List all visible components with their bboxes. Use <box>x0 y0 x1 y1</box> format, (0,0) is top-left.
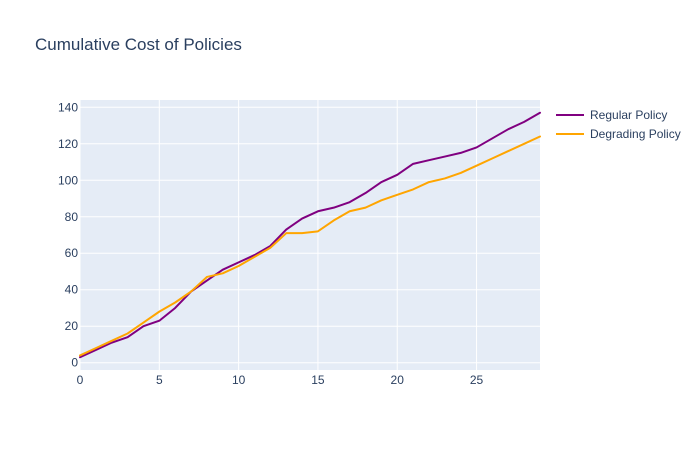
series-lines <box>79 111 541 359</box>
y-tick-label: 0 <box>71 356 78 370</box>
y-tick-label: 40 <box>65 283 79 297</box>
legend[interactable]: Regular Policy Degrading Policy <box>556 108 681 141</box>
grid-lines <box>79 100 540 370</box>
x-tick-label: 15 <box>311 373 325 387</box>
series-line-regular-policy <box>79 111 541 359</box>
y-tick-label: 100 <box>58 173 78 187</box>
y-axis-ticks: 0 20 40 60 80 100 120 140 <box>58 100 78 369</box>
x-tick-label: 20 <box>391 373 405 387</box>
x-tick-label: 0 <box>77 373 84 387</box>
x-tick-label: 10 <box>232 373 246 387</box>
series-line-degrading-policy <box>79 135 541 357</box>
y-tick-label: 140 <box>58 100 78 114</box>
chart-title: Cumulative Cost of Policies <box>35 35 242 54</box>
y-tick-label: 80 <box>65 210 79 224</box>
y-tick-label: 120 <box>58 137 78 151</box>
legend-item[interactable]: Regular Policy <box>556 108 667 122</box>
y-tick-label: 60 <box>65 246 79 260</box>
legend-label: Degrading Policy <box>590 127 681 141</box>
legend-item[interactable]: Degrading Policy <box>556 127 681 141</box>
x-axis-ticks: 0 5 10 15 20 25 <box>77 373 484 387</box>
x-tick-label: 5 <box>156 373 163 387</box>
legend-label: Regular Policy <box>590 108 667 122</box>
plot-area <box>80 100 540 370</box>
y-tick-label: 20 <box>65 319 79 333</box>
x-tick-label: 25 <box>470 373 484 387</box>
